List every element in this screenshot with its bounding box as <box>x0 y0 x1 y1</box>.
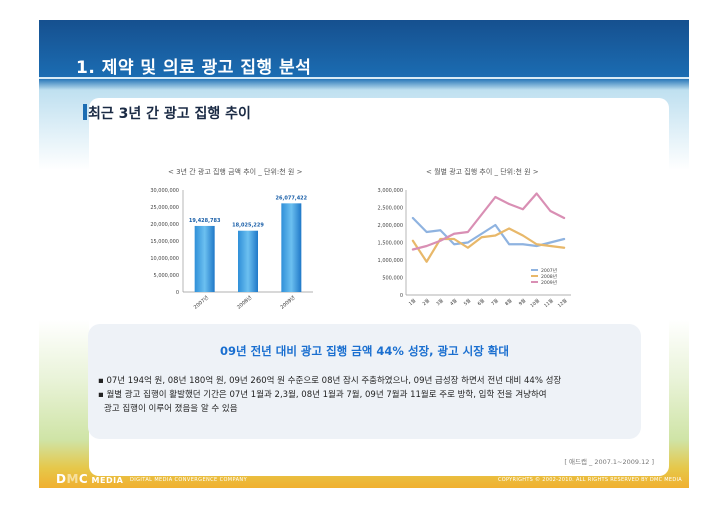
data-point <box>535 245 538 247</box>
title-bar: 1. 제약 및 의료 광고 집행 분석 <box>39 20 689 82</box>
x-tick-label: 5월 <box>462 297 472 307</box>
subtitle-marker <box>83 104 87 120</box>
series-line-2008년 <box>411 227 566 263</box>
data-point <box>549 241 552 244</box>
footer-tagline: DIGITAL MEDIA CONVERGENCE COMPANY <box>130 477 248 483</box>
y-tick-label: 0 <box>400 293 403 299</box>
y-tick-label: 3,000,000 <box>378 188 403 194</box>
summary-bullet-1: ▪ 07년 194억 원, 08년 180억 원, 09년 260억 원 수준으… <box>98 376 562 386</box>
bar-value-label: 18,025,229 <box>232 223 264 229</box>
x-tick-label: 12월 <box>556 297 568 309</box>
x-tick-label: 11월 <box>542 297 554 309</box>
legend-label: 2008년 <box>541 273 557 280</box>
bar-2007년 <box>194 225 215 292</box>
data-point <box>411 248 414 251</box>
bar-chart: 0 5,000,000 10,000,000 15,000,000 20,000,000… <box>150 188 313 311</box>
logo-media: MEDIA <box>88 476 124 485</box>
data-point <box>425 245 428 247</box>
data-point <box>508 227 511 230</box>
data-point <box>466 231 469 233</box>
dmc-media-logo: DMC MEDIA <box>56 472 123 486</box>
y-tick-label: 25,000,000 <box>150 205 179 211</box>
x-tick-label: 10월 <box>529 297 541 309</box>
y-tick-label: 500,000 <box>382 276 403 282</box>
legend-label: 2009년 <box>541 279 557 286</box>
data-point <box>425 260 428 263</box>
legend-label: 2007년 <box>541 267 557 274</box>
x-tick-label: 2007년 <box>192 294 210 311</box>
y-tick-label: 2,000,000 <box>378 223 403 229</box>
data-point <box>425 231 428 233</box>
footer-copyright: COPYRIGHTS © 2002-2010. ALL RIGHTS RESER… <box>497 477 682 483</box>
y-tick-label: 20,000,000 <box>150 222 179 228</box>
y-tick-label: 2,500,000 <box>378 206 403 212</box>
bar-value-label: 19,428,783 <box>189 218 221 224</box>
data-point <box>494 224 497 226</box>
y-tick-label: 0 <box>176 290 179 296</box>
data-point <box>453 238 456 240</box>
data-point <box>521 208 524 211</box>
data-point <box>521 234 524 237</box>
x-tick-label: 2009년 <box>279 294 297 311</box>
data-point <box>480 232 483 235</box>
data-point <box>535 192 538 195</box>
y-tick-label: 1,000,000 <box>378 258 403 264</box>
data-point <box>563 246 566 249</box>
x-tick-label: 8월 <box>503 297 513 307</box>
bar-2009년 <box>281 203 302 292</box>
data-point <box>466 246 469 249</box>
data-point <box>508 243 511 246</box>
y-tick-label: 15,000,000 <box>150 239 179 245</box>
x-tick-label: 2008년 <box>236 294 254 311</box>
data-point <box>466 241 469 244</box>
data-point <box>439 239 442 242</box>
data-point <box>549 210 552 212</box>
summary-headline: 09년 전년 대비 광고 집행 금액 44% 성장, 광고 시장 확대 <box>220 344 509 358</box>
bar-value-label: 26,077,422 <box>276 195 308 201</box>
data-source: [ 애드캡 _ 2007.1~2009.12 ] <box>564 458 654 466</box>
data-point <box>535 243 538 246</box>
data-point <box>494 234 497 237</box>
x-tick-label: 2월 <box>421 297 431 307</box>
data-point <box>480 213 483 216</box>
data-point <box>549 245 552 247</box>
y-tick-label: 30,000,000 <box>150 188 179 194</box>
logo-c: C <box>78 472 89 486</box>
data-point <box>494 196 497 198</box>
x-tick-label: 1월 <box>407 297 417 307</box>
logo-d: D <box>56 472 67 486</box>
series-line-2009년 <box>411 192 566 251</box>
data-point <box>508 203 511 205</box>
y-tick-label: 10,000,000 <box>150 256 179 262</box>
line-chart-caption: < 월별 광고 집행 추이 _ 단위:천 원 > <box>426 168 539 176</box>
data-point <box>563 217 566 219</box>
x-tick-label: 7월 <box>490 297 500 307</box>
data-point <box>411 217 414 219</box>
bar-chart-caption: < 3년 간 광고 집행 금액 추이 _ 단위:천 원 > <box>168 168 303 176</box>
x-tick-label: 3월 <box>435 297 445 307</box>
data-point <box>521 243 524 246</box>
y-tick-label: 1,500,000 <box>378 241 403 247</box>
data-point <box>453 232 456 235</box>
y-tick-label: 5,000,000 <box>154 273 179 279</box>
title-divider <box>39 77 689 79</box>
x-tick-label: 4월 <box>448 297 458 307</box>
logo-m: M <box>66 472 79 486</box>
data-point <box>480 236 483 239</box>
summary-bullet-2: ▪ 월별 광고 집행이 활발했던 기간은 07년 1월과 2,3월, 08년 1… <box>98 390 547 400</box>
data-point <box>411 239 414 242</box>
section-subtitle: 최근 3년 간 광고 집행 추이 <box>88 106 251 122</box>
data-point <box>563 238 566 240</box>
x-tick-label: 9월 <box>517 297 527 307</box>
x-tick-label: 6월 <box>476 297 486 307</box>
data-point <box>453 243 456 246</box>
slide-title: 1. 제약 및 의료 광고 집행 분석 <box>76 58 312 78</box>
line-chart: 0 500,000 1,000,000 1,500,000 2,000,000 2,500… <box>378 188 571 309</box>
bar-2008년 <box>238 230 258 292</box>
summary-bullet-2-cont: 광고 집행이 이루어 졌음을 알 수 있음 <box>104 404 238 414</box>
data-point <box>439 229 442 232</box>
summary-box: 09년 전년 대비 광고 집행 금액 44% 성장, 광고 시장 확대 ▪ 07… <box>88 324 641 439</box>
